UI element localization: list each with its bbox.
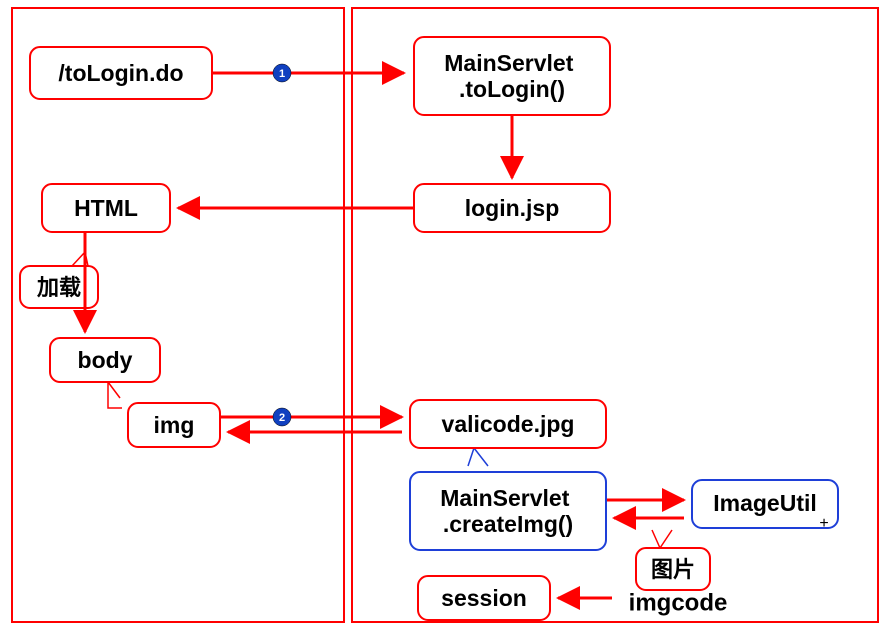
node-imgpic-label: 图片: [651, 557, 695, 582]
node-imgcode-label: imgcode: [629, 589, 728, 616]
left-container: [12, 8, 344, 622]
node-loginjsp-label: login.jsp: [465, 195, 560, 221]
imageutil-plus-icon: +: [819, 515, 828, 532]
node-imageutil-label: ImageUtil: [713, 490, 817, 516]
badge-2-text: 2: [279, 412, 285, 424]
right-container: [352, 8, 878, 622]
badge-1-text: 1: [279, 68, 285, 80]
node-valicode-label: valicode.jpg: [442, 411, 575, 437]
flowchart-canvas: 1 2 /toLogin.do MainServlet .toLogin() l…: [0, 0, 889, 637]
node-html-label: HTML: [74, 195, 138, 221]
edge-body-img: [108, 382, 122, 408]
node-img-label: img: [154, 412, 195, 438]
edge-valicode-createimg: [468, 448, 488, 466]
node-session-label: session: [441, 585, 527, 611]
node-body-label: body: [78, 347, 133, 373]
node-load-label: 加载: [36, 275, 81, 300]
node-createimg-label: MainServlet .createImg(): [440, 485, 576, 537]
node-mainservlet1-label: MainServlet .toLogin(): [444, 50, 580, 102]
imgpic-tail: [652, 530, 672, 548]
node-tologin-label: /toLogin.do: [58, 60, 183, 86]
